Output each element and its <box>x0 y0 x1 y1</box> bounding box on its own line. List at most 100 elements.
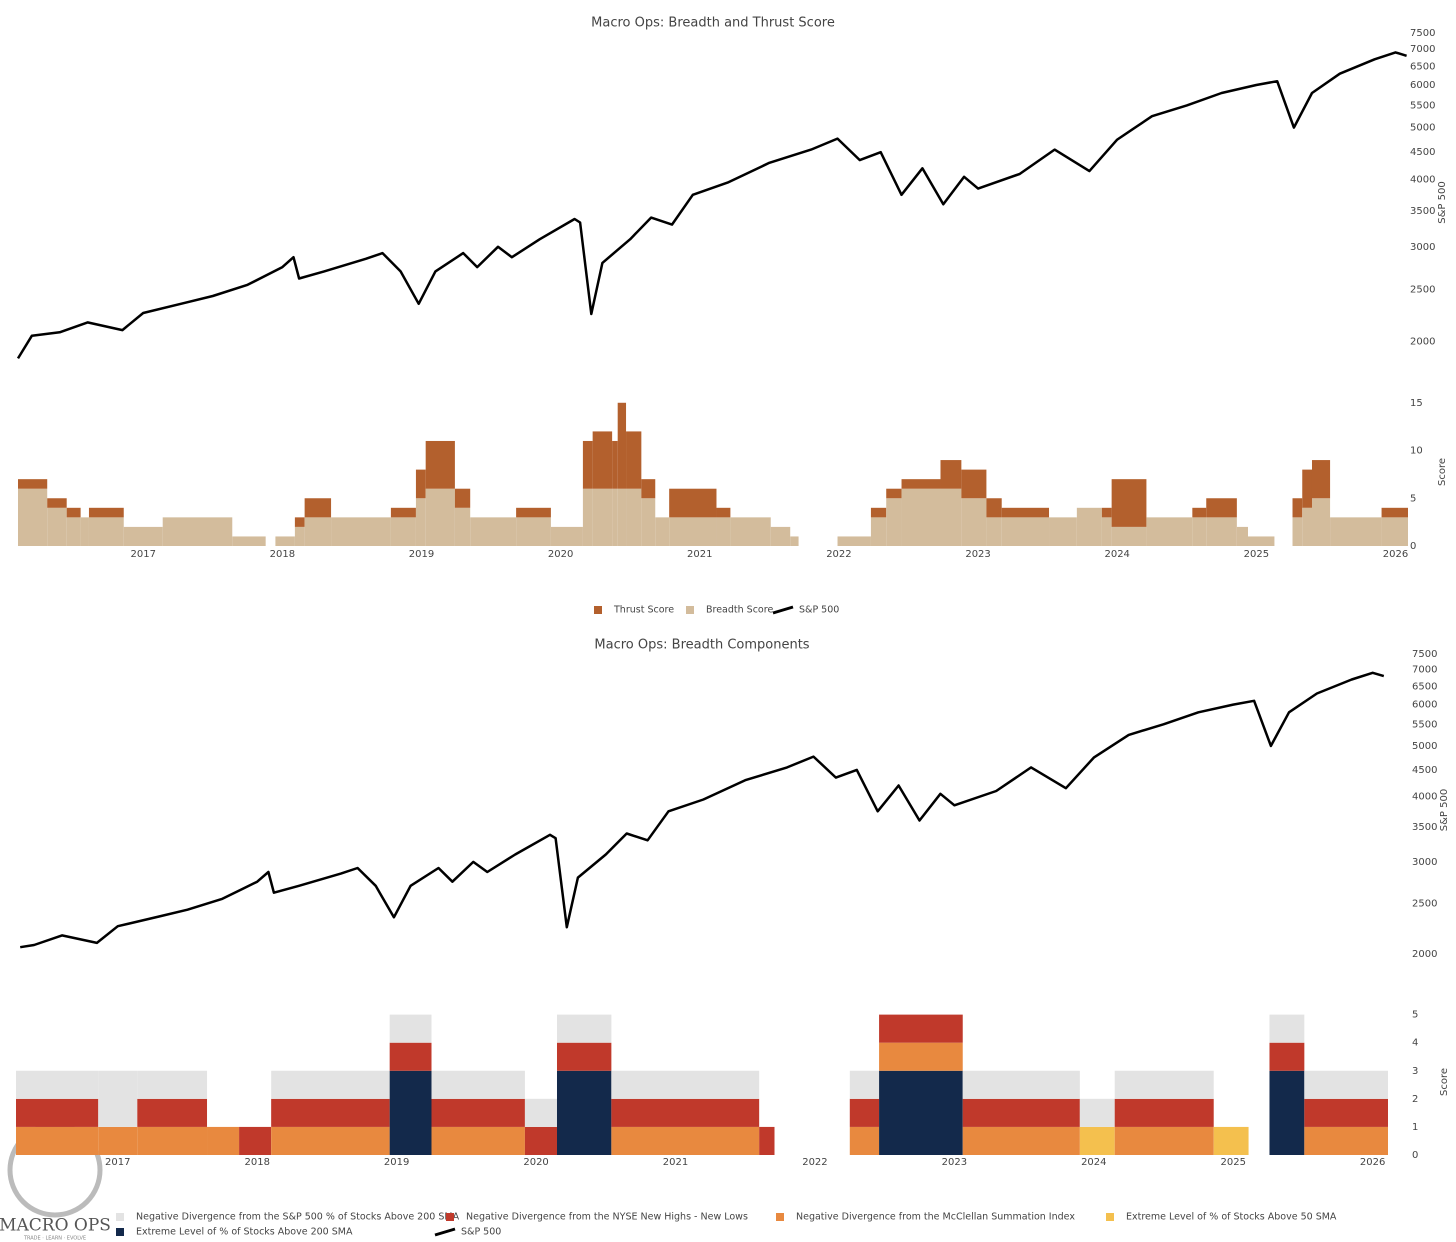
y2-tick-label: 15 <box>1410 398 1423 409</box>
score-bar <box>1079 1126 1115 1155</box>
score-bar <box>716 507 731 518</box>
score-bar <box>849 1070 880 1099</box>
y-tick-label: 4000 <box>1410 175 1435 186</box>
sp500-line <box>20 671 1385 949</box>
score-bar <box>1269 1070 1305 1155</box>
score-bar <box>1236 526 1248 546</box>
score-bar <box>454 507 471 546</box>
score-bar <box>431 1070 525 1099</box>
y-tick-label: 6500 <box>1412 681 1437 692</box>
legend-label: S&P 500 <box>799 605 839 616</box>
score-bar <box>940 460 962 489</box>
score-bar <box>611 1070 760 1099</box>
score-bar <box>962 1126 1080 1155</box>
x-tick-label: 2026 <box>1383 549 1408 560</box>
score-bar <box>389 1014 432 1043</box>
score-bar <box>516 517 551 546</box>
x-tick-label: 2025 <box>1221 1157 1246 1168</box>
score-bar <box>1079 1098 1115 1127</box>
score-bar <box>1146 517 1193 546</box>
legend-swatch <box>686 606 694 614</box>
score-bar <box>1206 517 1237 546</box>
y-axis-title: S&P 500 <box>1437 181 1448 223</box>
y2-tick-label: 0 <box>1410 541 1416 552</box>
y-tick-label: 5500 <box>1410 100 1435 111</box>
score-bar <box>1269 1014 1305 1043</box>
score-bar <box>98 1126 138 1155</box>
score-bar <box>849 1126 880 1155</box>
x-tick-label: 2022 <box>802 1157 827 1168</box>
score-bar <box>271 1098 390 1127</box>
score-bar <box>137 1126 208 1155</box>
score-bar <box>390 517 416 546</box>
x-tick-label: 2025 <box>1244 549 1269 560</box>
score-bar <box>961 498 987 546</box>
y-tick-label: 3000 <box>1410 242 1435 253</box>
score-bar <box>1269 1042 1305 1071</box>
legend-label: Negative Divergence from the McClellan S… <box>796 1212 1075 1223</box>
score-bar <box>1311 498 1331 546</box>
legend-label: Thrust Score <box>613 605 674 616</box>
chart-title: Macro Ops: Breadth Components <box>594 638 809 653</box>
score-bar <box>1292 498 1303 518</box>
score-bar <box>626 488 642 546</box>
y-tick-label: 3500 <box>1412 822 1437 833</box>
score-bar <box>879 1014 963 1043</box>
y-tick-label: 5500 <box>1412 719 1437 730</box>
score-bar <box>304 517 332 546</box>
score-bar <box>88 507 124 518</box>
score-bar <box>790 536 799 546</box>
y-tick-label: 7500 <box>1410 28 1435 39</box>
x-tick-label: 2023 <box>942 1157 967 1168</box>
score-bar <box>1101 507 1112 518</box>
score-bar <box>641 479 656 499</box>
score-bar <box>66 517 81 546</box>
legend-label: S&P 500 <box>461 1227 501 1238</box>
x-tick-label: 2017 <box>105 1157 130 1168</box>
y-tick-label: 6000 <box>1412 700 1437 711</box>
chart-title: Macro Ops: Breadth and Thrust Score <box>591 16 835 31</box>
legend-swatch <box>1106 1213 1114 1221</box>
legend-label: Extreme Level of % of Stocks Above 50 SM… <box>1126 1212 1337 1223</box>
score-bar <box>275 536 295 546</box>
y2-axis-title: Score <box>1439 1068 1450 1096</box>
y-tick-label: 3000 <box>1412 857 1437 868</box>
legend-label: Breadth Score <box>706 605 773 616</box>
score-bar <box>1049 517 1077 546</box>
score-bar <box>1001 507 1050 518</box>
score-bar <box>1304 1070 1388 1099</box>
legend-swatch <box>446 1213 454 1221</box>
legend-label: Negative Divergence from the NYSE New Hi… <box>466 1212 748 1223</box>
score-bar <box>88 517 124 546</box>
score-bar <box>961 469 987 499</box>
logo-name: MACRO OPS <box>0 1216 111 1236</box>
score-bar <box>1311 460 1331 499</box>
score-bar <box>431 1126 525 1155</box>
score-bar <box>524 1098 557 1127</box>
score-bar <box>716 517 731 546</box>
score-bar <box>1302 507 1312 546</box>
y-tick-label: 7000 <box>1412 665 1437 676</box>
score-bar <box>1114 1126 1214 1155</box>
score-bar <box>1101 517 1112 546</box>
score-bar <box>1206 498 1237 518</box>
score-bar <box>870 517 887 546</box>
legend-swatch <box>772 605 794 615</box>
score-bar <box>1304 1126 1388 1155</box>
x-tick-label: 2018 <box>270 549 295 560</box>
score-bar <box>98 1070 138 1127</box>
y-tick-label: 5000 <box>1412 741 1437 752</box>
score-bar <box>80 517 89 546</box>
score-bar <box>294 526 305 546</box>
score-bar <box>162 517 233 546</box>
score-bar <box>415 498 426 546</box>
x-tick-label: 2022 <box>826 549 851 560</box>
score-bar <box>611 1098 760 1127</box>
y2-tick-label: 5 <box>1412 1010 1418 1021</box>
score-bar <box>626 431 642 489</box>
y2-tick-label: 10 <box>1410 446 1423 457</box>
y2-tick-label: 4 <box>1412 1038 1418 1049</box>
score-bar <box>390 507 416 518</box>
score-bar <box>611 1126 760 1155</box>
score-bar <box>207 1126 240 1155</box>
